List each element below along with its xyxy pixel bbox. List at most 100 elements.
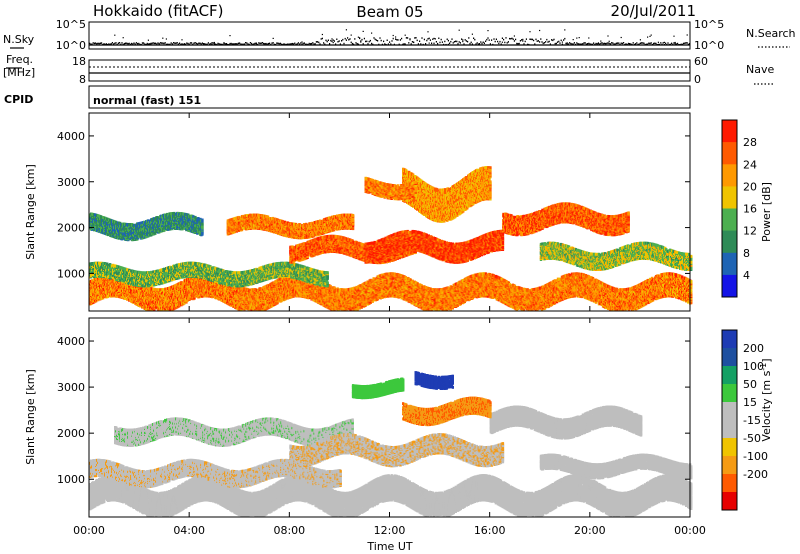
- noise-point: [441, 39, 442, 41]
- noise-point: [531, 39, 532, 41]
- noise-point: [433, 38, 434, 39]
- noise-point: [673, 36, 674, 37]
- noise-point: [519, 43, 520, 45]
- noise-point: [609, 41, 610, 42]
- noise-point: [459, 41, 460, 43]
- noise-point: [551, 39, 552, 41]
- noise-point: [381, 40, 382, 42]
- noise-point: [153, 42, 154, 44]
- noise-point: [467, 41, 468, 43]
- noise-point: [604, 43, 605, 45]
- noise-point: [330, 40, 331, 42]
- noise-point: [493, 38, 494, 40]
- noise-point: [521, 39, 522, 41]
- noise-point: [391, 40, 392, 42]
- noise-point: [439, 42, 440, 44]
- noise-point: [199, 43, 200, 45]
- noise-point: [226, 43, 227, 44]
- noise-point: [395, 36, 396, 37]
- noise-point: [223, 42, 224, 43]
- noise-point: [276, 42, 277, 44]
- noise-point: [558, 41, 559, 43]
- noise-point: [310, 43, 311, 45]
- noise-point: [497, 41, 498, 43]
- noise-point: [351, 35, 352, 36]
- noise-point: [202, 42, 203, 44]
- noise-point: [481, 43, 482, 45]
- noise-point: [514, 40, 515, 42]
- noise-point: [151, 43, 152, 45]
- noise-point: [673, 42, 674, 44]
- noise-point: [355, 42, 356, 44]
- noise-point: [621, 37, 622, 38]
- noise-point: [648, 43, 649, 45]
- noise-point: [427, 38, 428, 40]
- noise-point: [510, 38, 511, 40]
- noise-point: [543, 43, 544, 45]
- noise-point: [425, 43, 426, 45]
- noise-point: [160, 42, 161, 44]
- noise-point: [297, 43, 298, 45]
- noise-point: [255, 43, 256, 45]
- noise-point: [436, 41, 437, 43]
- noise-point: [137, 43, 138, 45]
- noise-point: [294, 43, 295, 45]
- noise-point: [397, 39, 398, 41]
- noise-point: [363, 43, 364, 45]
- noise-point: [507, 42, 508, 44]
- noise-point: [232, 43, 233, 44]
- noise-point: [539, 41, 540, 43]
- noise-point: [229, 43, 230, 45]
- noise-point: [520, 40, 521, 42]
- noise-point: [357, 43, 358, 45]
- noise-point: [155, 43, 156, 45]
- noise-point: [663, 42, 664, 44]
- noise-point: [473, 38, 474, 40]
- noise-point: [118, 43, 119, 45]
- noise-point: [311, 43, 312, 45]
- noise-point: [131, 43, 132, 45]
- noise-point: [258, 42, 259, 44]
- noise-point: [333, 42, 334, 43]
- noise-point: [509, 38, 510, 40]
- noise-point: [537, 40, 538, 42]
- noise-point: [513, 39, 514, 41]
- noise-point: [469, 43, 470, 45]
- noise-point: [588, 37, 589, 38]
- noise-point: [487, 37, 488, 39]
- noise-point: [447, 39, 448, 41]
- noise-point: [641, 42, 642, 44]
- date-title: 20/Jul/2011: [611, 2, 696, 20]
- noise-point: [136, 42, 137, 44]
- noise-point: [603, 43, 604, 45]
- noise-point: [375, 39, 376, 41]
- noise-point: [533, 40, 534, 42]
- noise-right-label: N.Search: [746, 27, 796, 40]
- noise-point: [126, 43, 127, 45]
- noise-point: [465, 39, 466, 41]
- noise-point: [504, 42, 505, 44]
- noise-point: [376, 39, 377, 41]
- noise-point: [337, 41, 338, 43]
- noise-point: [93, 42, 94, 44]
- noise-point: [451, 38, 452, 40]
- noise-point: [239, 42, 240, 44]
- noise-point: [363, 31, 364, 32]
- noise-point: [271, 42, 272, 44]
- noise-point: [301, 41, 302, 42]
- noise-point: [245, 42, 246, 44]
- noise-point: [653, 43, 654, 45]
- noise-point: [393, 35, 394, 36]
- noise-point: [161, 42, 162, 44]
- noise-point: [346, 39, 347, 41]
- noise-point: [483, 42, 484, 44]
- noise-point: [585, 42, 586, 44]
- noise-point: [484, 43, 485, 45]
- noise-point: [647, 37, 648, 38]
- power-panel-data: [89, 166, 692, 311]
- noise-point: [685, 42, 686, 44]
- noise-left-label: N.Sky: [3, 33, 35, 46]
- noise-point: [366, 41, 367, 43]
- noise-point: [438, 38, 439, 40]
